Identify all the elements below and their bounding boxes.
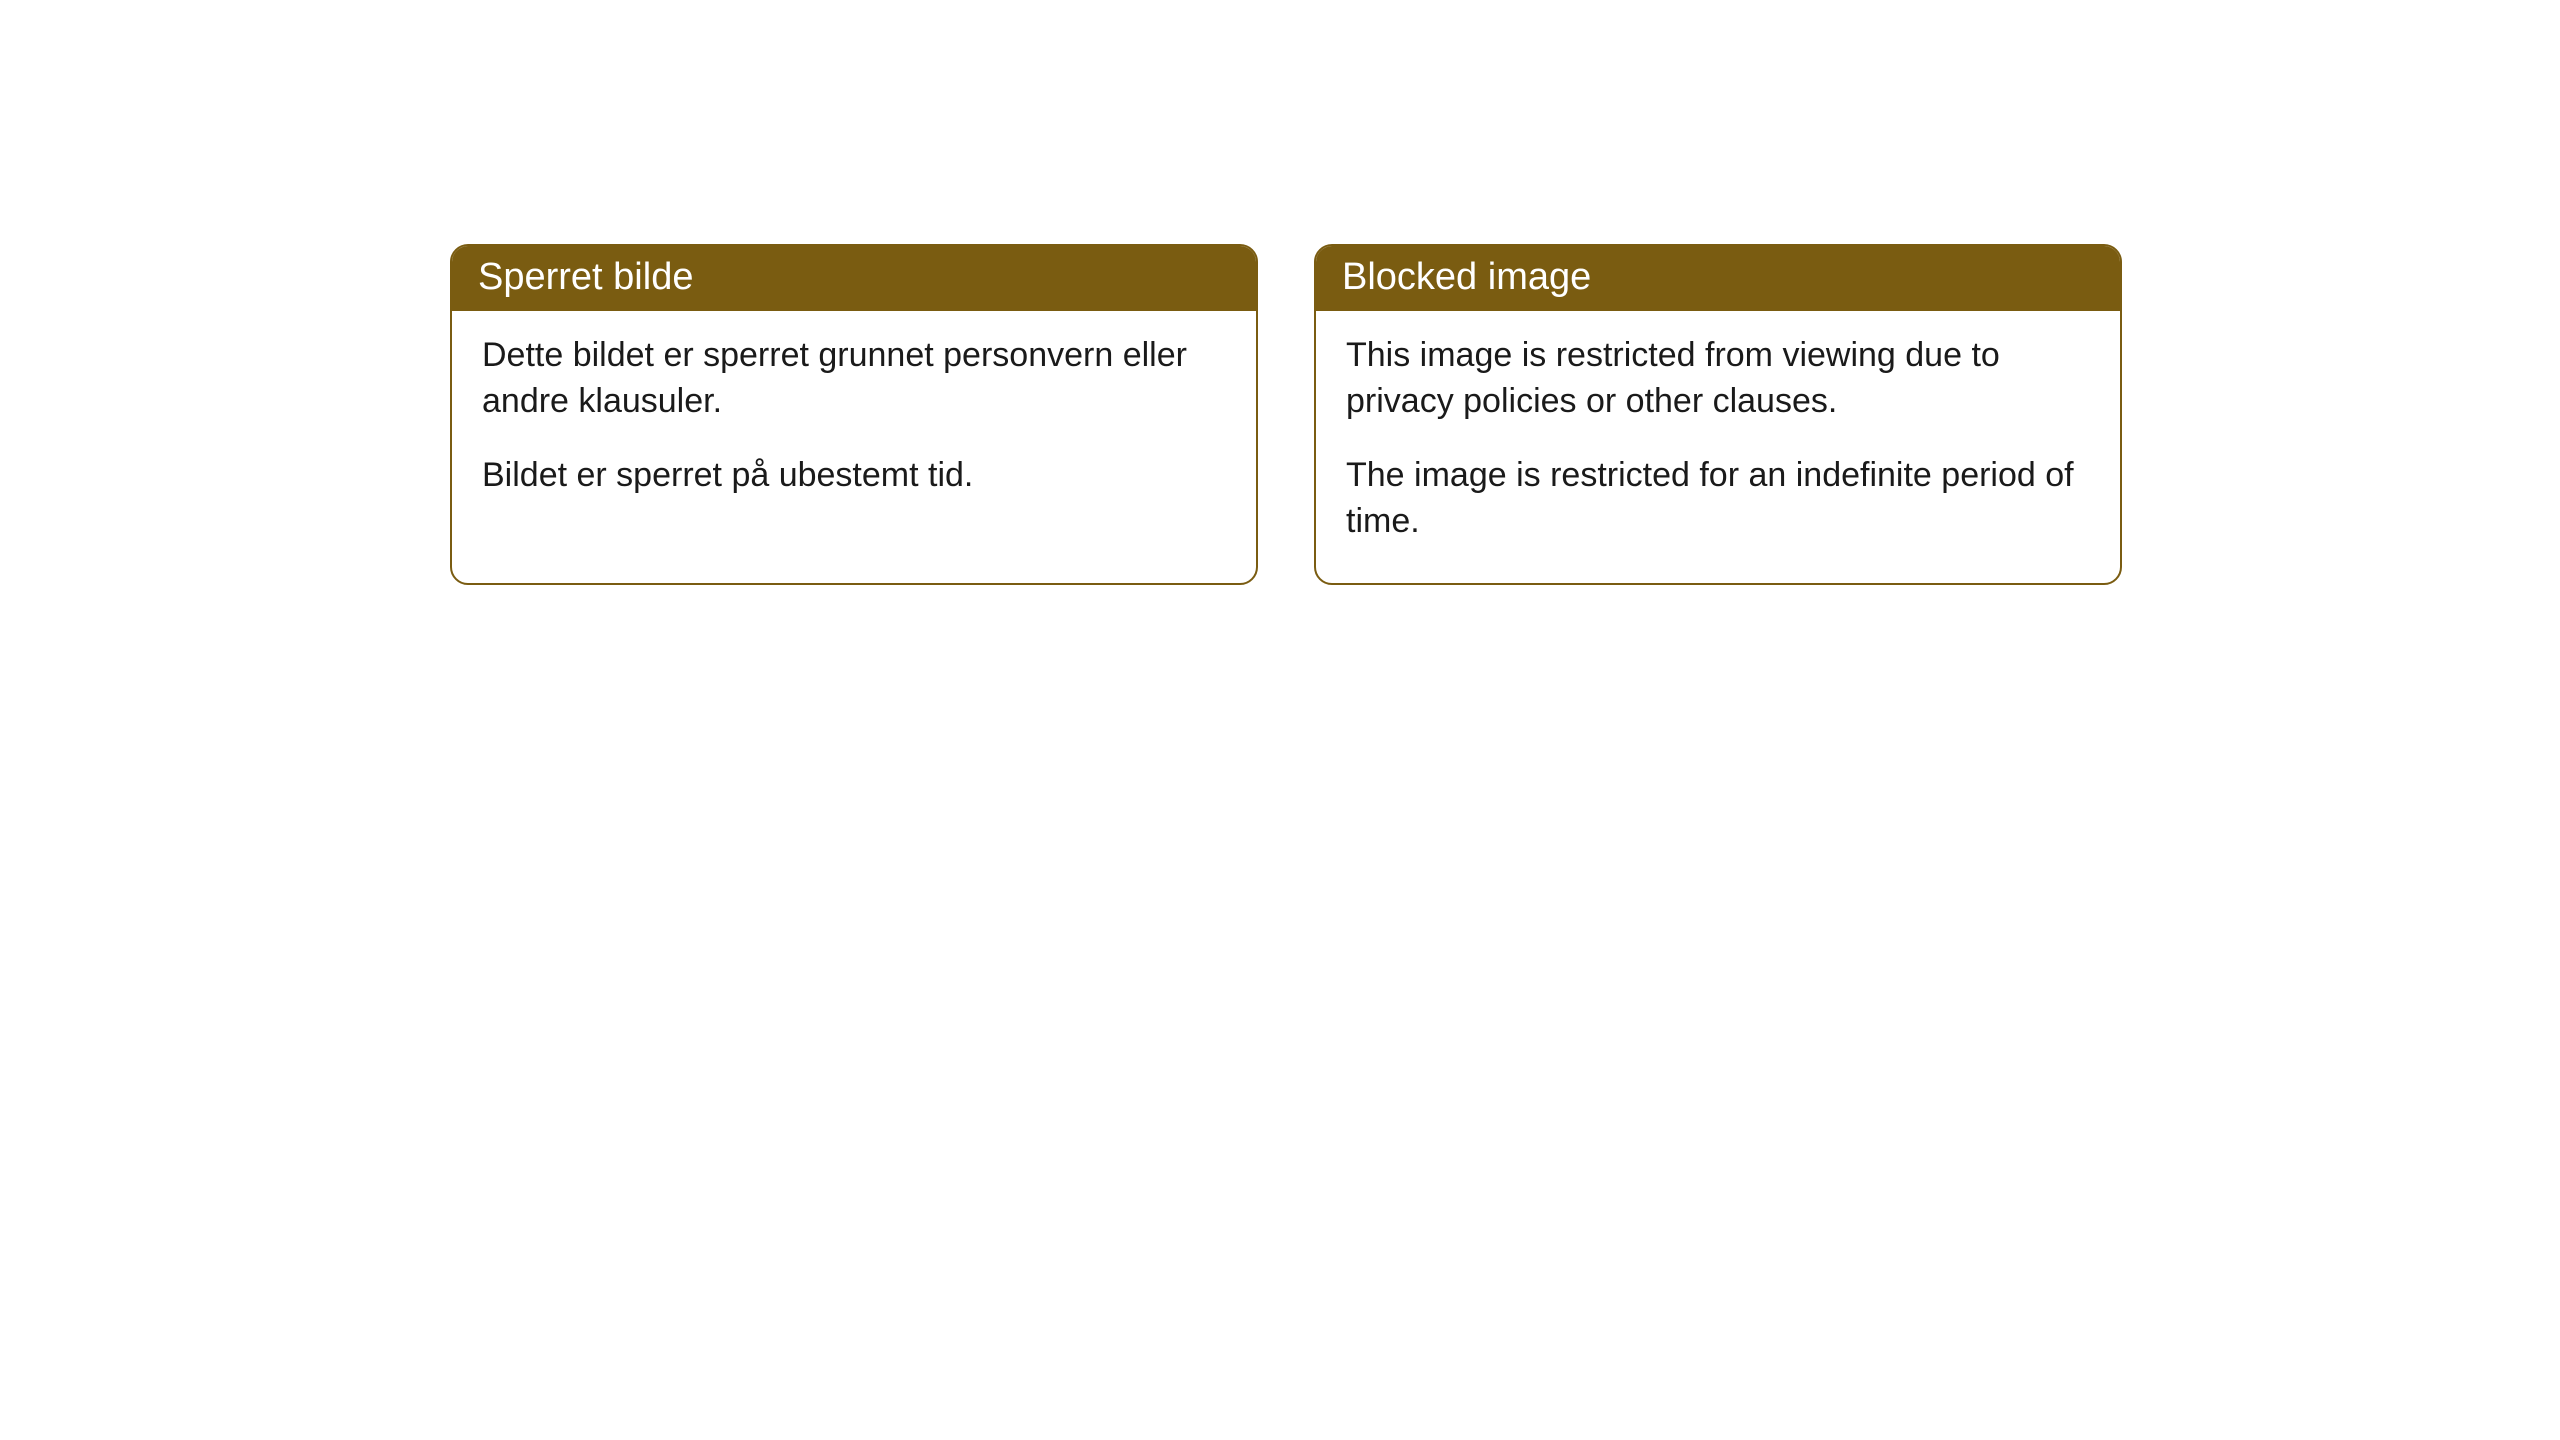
notice-card-norwegian: Sperret bilde Dette bildet er sperret gr… bbox=[450, 244, 1258, 585]
card-paragraph: This image is restricted from viewing du… bbox=[1346, 333, 2090, 425]
card-title: Sperret bilde bbox=[478, 256, 693, 298]
card-header: Blocked image bbox=[1316, 246, 2120, 311]
notice-cards-container: Sperret bilde Dette bildet er sperret gr… bbox=[450, 244, 2122, 585]
card-header: Sperret bilde bbox=[452, 246, 1256, 311]
card-paragraph: Bildet er sperret på ubestemt tid. bbox=[482, 453, 1226, 499]
card-title: Blocked image bbox=[1342, 256, 1591, 298]
card-body: Dette bildet er sperret grunnet personve… bbox=[452, 311, 1256, 537]
card-paragraph: The image is restricted for an indefinit… bbox=[1346, 453, 2090, 545]
card-paragraph: Dette bildet er sperret grunnet personve… bbox=[482, 333, 1226, 425]
notice-card-english: Blocked image This image is restricted f… bbox=[1314, 244, 2122, 585]
card-body: This image is restricted from viewing du… bbox=[1316, 311, 2120, 583]
